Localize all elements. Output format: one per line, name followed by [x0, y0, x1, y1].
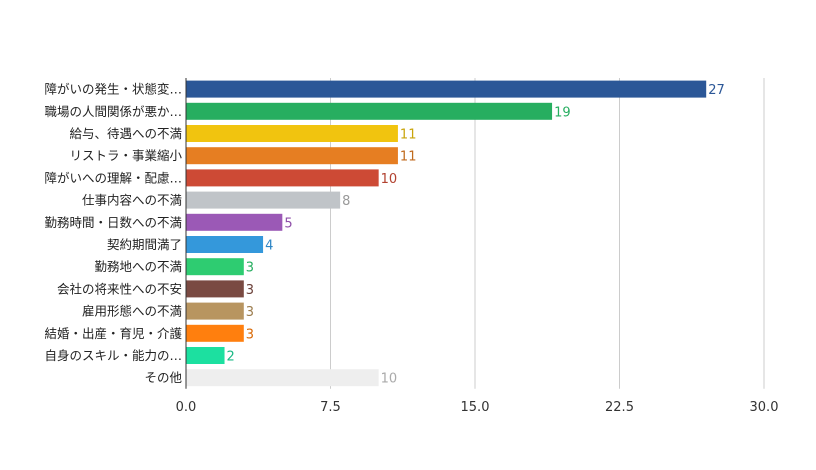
bar — [186, 236, 264, 253]
bar — [186, 347, 225, 364]
bar — [186, 302, 244, 320]
grid-layer — [330, 78, 765, 389]
x-tick-label: 15.0 — [461, 400, 490, 415]
category-label: リストラ・事業縮小 — [69, 148, 182, 163]
value-label: 5 — [284, 216, 292, 231]
x-tick-label: 0.0 — [176, 400, 197, 415]
value-label: 3 — [246, 305, 254, 320]
bar — [186, 369, 379, 387]
bar — [186, 213, 283, 231]
bar — [186, 147, 398, 165]
bar — [186, 125, 398, 142]
value-label: 4 — [265, 239, 273, 254]
bar — [186, 280, 244, 298]
x-tick-label: 22.5 — [605, 400, 634, 415]
bar-layer — [186, 80, 707, 387]
x-axis-ticks: 0.0 7.5 15.0 22.5 30.0 — [176, 400, 779, 415]
category-label: 会社の将来性への不安 — [57, 281, 182, 296]
category-label: 職場の人間関係が悪か… — [44, 104, 182, 119]
category-label: 勤務時間・日数への不満 — [44, 215, 182, 230]
x-tick-label: 7.5 — [320, 400, 341, 415]
value-label: 2 — [227, 350, 235, 365]
value-label: 27 — [708, 83, 725, 98]
value-label: 11 — [400, 128, 417, 143]
category-label: 障がいの発生・状態変… — [44, 82, 182, 97]
category-label: 雇用形態への不満 — [82, 304, 182, 319]
category-label: 結婚・出産・育児・介護 — [44, 326, 182, 341]
value-label: 3 — [246, 327, 254, 342]
category-label: 勤務地への不満 — [94, 259, 182, 274]
category-label: 給与、待遇への不満 — [69, 126, 182, 141]
bar — [186, 102, 553, 120]
value-label: 11 — [400, 150, 417, 165]
bar — [186, 80, 707, 98]
x-tick-label: 30.0 — [750, 400, 779, 415]
category-label: 仕事内容への不満 — [82, 193, 182, 208]
value-label: 3 — [246, 261, 254, 276]
value-label: 3 — [246, 283, 254, 298]
bar — [186, 169, 379, 187]
bar — [186, 191, 341, 209]
category-label: 契約期間満了 — [107, 237, 182, 252]
value-label: 19 — [554, 105, 571, 120]
bar — [186, 324, 244, 342]
value-label: 10 — [381, 172, 398, 187]
category-labels: 障がいの発生・状態変… 職場の人間関係が悪か… 給与、待遇への不満リストラ・事業縮小… — [44, 82, 182, 386]
category-label: 自身のスキル・能力の… — [44, 348, 182, 363]
category-label: 障がいへの理解・配慮… — [44, 170, 182, 185]
bar — [186, 258, 244, 276]
value-label: 10 — [381, 372, 398, 387]
value-label: 8 — [342, 194, 350, 209]
category-label: その他 — [144, 370, 182, 385]
